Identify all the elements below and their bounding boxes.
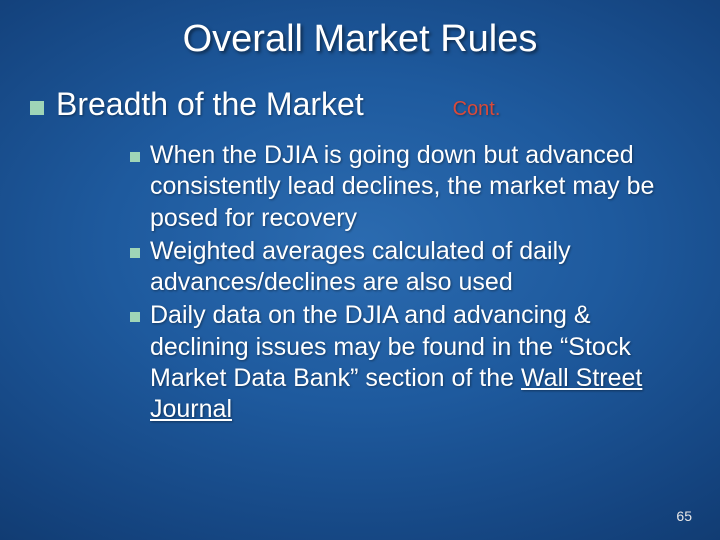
list-item-text: When the DJIA is going down but advanced… (150, 140, 670, 234)
list-item-text: Daily data on the DJIA and advancing & d… (150, 300, 670, 425)
heading-label: Breadth of the Market (56, 86, 364, 122)
list-item: When the DJIA is going down but advanced… (130, 140, 670, 234)
list-item: Weighted averages calculated of daily ad… (130, 236, 670, 299)
heading-row: Breadth of the Market Cont. (30, 86, 690, 123)
heading-text: Breadth of the Market Cont. (56, 86, 500, 123)
page-number: 65 (676, 508, 692, 524)
bullet-list: When the DJIA is going down but advanced… (130, 140, 670, 427)
cont-label: Cont. (453, 98, 501, 120)
list-item-text: Weighted averages calculated of daily ad… (150, 236, 670, 299)
slide: Overall Market Rules Breadth of the Mark… (0, 0, 720, 540)
square-bullet-icon (130, 152, 140, 162)
slide-title: Overall Market Rules (0, 0, 720, 61)
list-item: Daily data on the DJIA and advancing & d… (130, 300, 670, 425)
square-bullet-icon (30, 101, 44, 115)
square-bullet-icon (130, 248, 140, 258)
square-bullet-icon (130, 312, 140, 322)
